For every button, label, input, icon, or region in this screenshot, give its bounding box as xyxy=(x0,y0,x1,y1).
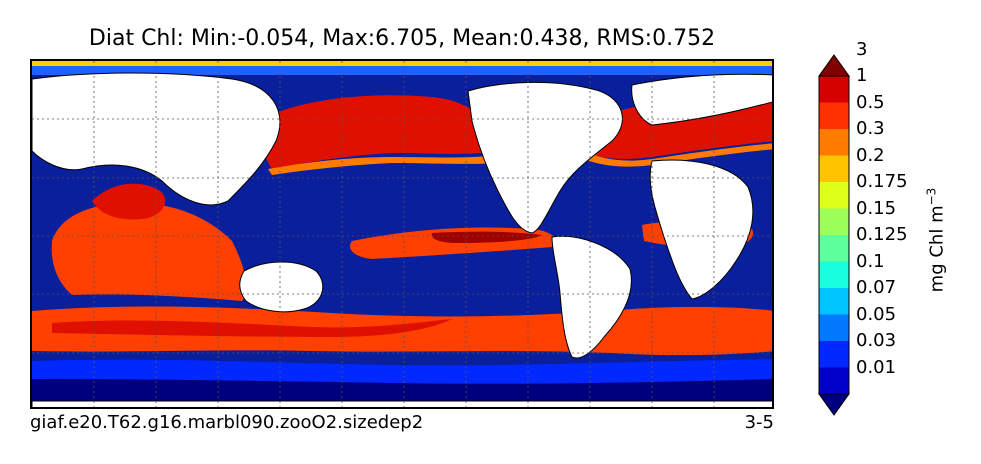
colorbar-unit-label: mg Chl m−3 xyxy=(925,188,948,293)
colorbar-segment xyxy=(819,129,849,156)
north-america-land xyxy=(467,81,623,234)
colorbar-segment xyxy=(819,208,849,235)
colorbar-min-extension xyxy=(818,393,850,416)
africa-land xyxy=(649,159,754,300)
map-title: Diat Chl: Min:-0.054, Max:6.705, Mean:0.… xyxy=(88,26,716,51)
antarctic-band xyxy=(32,359,772,384)
colorbar-tick-label: 0.2 xyxy=(856,144,885,166)
case-name-label: giaf.e20.T62.g16.marbl090.zooO2.sizedep2 xyxy=(30,412,424,433)
colorbar-frame xyxy=(818,75,850,395)
arctic-band-high xyxy=(32,61,772,66)
indian-ocean-bloom xyxy=(51,202,247,301)
antarctica-land xyxy=(32,400,772,407)
north-atlantic-edge xyxy=(584,143,772,167)
unit-text: mg Chl m xyxy=(926,205,948,293)
equatorial-pacific-core xyxy=(431,231,542,243)
arabian-sea-bloom xyxy=(92,183,166,220)
season-label: 3-5 xyxy=(744,412,774,433)
antarctic-edge xyxy=(32,379,772,407)
colorbar-segment xyxy=(819,235,849,262)
colorbar-segment xyxy=(819,102,849,129)
colorbar-tick-label: 3 xyxy=(856,38,868,60)
north-pacific-bloom xyxy=(259,95,502,169)
colorbar-tick-label: 0.3 xyxy=(856,118,885,139)
colorbar-tick-label: 0.1 xyxy=(856,250,885,272)
colorbar-segment xyxy=(819,155,849,182)
southern-ocean-core xyxy=(52,319,452,337)
south-america-land xyxy=(551,235,632,359)
map-grid xyxy=(32,61,772,407)
colorbar xyxy=(818,54,850,416)
eurasia-land xyxy=(631,73,772,126)
colorbar-tick-label: 0.03 xyxy=(856,330,897,351)
colorbar-segment xyxy=(819,314,849,341)
colorbar-segment xyxy=(819,288,849,315)
colorbar-tick-label: 0.05 xyxy=(856,303,897,325)
colorbar-max-extension xyxy=(818,54,850,77)
colorbar-segment xyxy=(819,261,849,288)
colorbar-tick-label: 0.01 xyxy=(856,356,897,378)
colorbar-segment xyxy=(819,182,849,209)
north-pacific-edge xyxy=(268,155,502,175)
australia-land xyxy=(239,261,324,313)
colorbar-tick-label: 1 xyxy=(856,65,868,86)
colorbar-segment xyxy=(819,367,849,394)
colorbar-tick-label: 0.5 xyxy=(856,91,885,113)
unit-exponent: −3 xyxy=(924,187,939,206)
colorbar-segment xyxy=(819,76,849,103)
colorbar-tick-label: 0.175 xyxy=(856,171,908,192)
chlorophyll-map xyxy=(30,59,774,409)
colorbar-tick-label: 0.125 xyxy=(856,224,908,245)
colorbar-tick-label: 0.15 xyxy=(856,197,897,219)
colorbar-tick-label: 0.07 xyxy=(856,277,897,298)
colorbar-segment xyxy=(819,341,849,368)
